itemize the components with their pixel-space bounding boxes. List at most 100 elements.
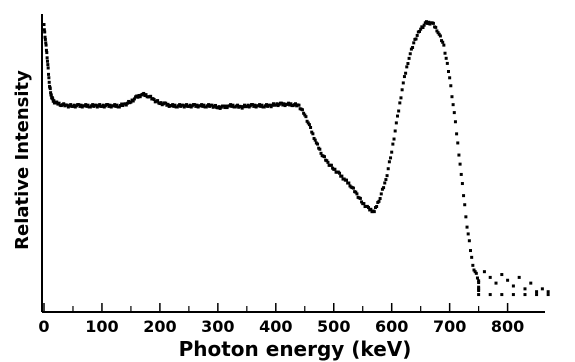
data-point <box>106 103 110 107</box>
data-point <box>473 270 477 274</box>
x-tick-label: 100 <box>85 317 118 336</box>
data-point <box>115 103 119 107</box>
data-point <box>113 103 117 107</box>
data-point <box>47 80 51 84</box>
data-point <box>46 63 50 67</box>
data-point <box>312 136 316 140</box>
data-point <box>166 102 170 106</box>
data-point <box>369 207 373 211</box>
data-point <box>214 103 218 107</box>
data-point <box>294 102 298 106</box>
data-point <box>455 132 459 136</box>
data-point <box>418 29 422 33</box>
data-point <box>477 289 481 292</box>
data-point <box>546 293 550 297</box>
data-point <box>79 103 83 107</box>
data-point <box>282 102 286 106</box>
data-point <box>44 43 48 47</box>
data-point <box>387 160 391 164</box>
data-point <box>474 271 478 275</box>
data-point <box>310 130 314 134</box>
data-point <box>144 93 148 97</box>
data-point <box>231 103 235 107</box>
data-point <box>200 103 204 107</box>
data-point <box>401 81 405 85</box>
data-point <box>164 101 168 105</box>
data-point <box>477 293 481 297</box>
data-point <box>344 178 348 182</box>
data-point <box>440 39 444 43</box>
data-point <box>178 103 182 107</box>
data-point <box>464 215 468 219</box>
data-points <box>42 20 550 297</box>
data-point <box>404 71 408 75</box>
data-point <box>477 279 481 283</box>
data-point <box>385 174 389 178</box>
data-point <box>326 160 330 164</box>
data-point <box>171 103 175 107</box>
data-point <box>49 93 53 97</box>
data-point <box>62 102 66 106</box>
data-point <box>523 293 527 297</box>
data-point <box>459 172 463 176</box>
data-point <box>407 56 411 60</box>
data-point <box>239 105 243 109</box>
data-point <box>44 48 48 52</box>
data-point <box>129 100 133 104</box>
data-point <box>224 104 228 108</box>
data-point <box>500 293 504 297</box>
data-point <box>120 102 124 106</box>
data-point <box>441 40 445 44</box>
data-point <box>393 129 397 133</box>
data-point <box>424 20 428 24</box>
data-point <box>535 293 539 297</box>
data-point <box>313 138 317 142</box>
data-point <box>275 102 279 106</box>
data-point <box>389 156 393 160</box>
data-point <box>511 284 515 288</box>
data-point <box>132 97 136 101</box>
data-point <box>488 275 492 279</box>
data-point <box>434 25 438 29</box>
data-point <box>494 281 498 285</box>
data-point <box>444 56 448 60</box>
data-point <box>383 181 387 185</box>
data-point <box>354 190 358 194</box>
data-point <box>152 97 156 101</box>
data-point <box>408 52 412 56</box>
x-axis-title: Photon energy (keV) <box>179 337 412 361</box>
x-axis-ticks: 0 100 200 300 400 500 600 700 800 <box>38 303 524 336</box>
data-point <box>395 114 399 118</box>
data-point <box>47 72 51 76</box>
data-point <box>306 121 310 125</box>
data-point <box>260 103 264 107</box>
data-point <box>304 115 308 119</box>
data-point <box>287 101 291 105</box>
data-point <box>451 103 455 107</box>
data-point <box>136 95 140 99</box>
data-point <box>392 137 396 141</box>
data-point <box>422 23 426 27</box>
data-point <box>472 268 476 272</box>
data-point <box>382 186 386 190</box>
data-point <box>445 61 449 65</box>
data-point <box>453 120 457 124</box>
data-point <box>465 225 469 229</box>
data-point <box>98 103 102 107</box>
data-point <box>173 103 177 107</box>
data-point <box>55 100 59 104</box>
data-point <box>251 103 255 107</box>
data-point <box>124 103 128 107</box>
data-point <box>421 25 425 29</box>
data-point <box>42 28 46 32</box>
data-point <box>463 203 467 207</box>
data-point <box>351 186 355 190</box>
data-point <box>362 202 366 206</box>
data-point <box>360 200 364 204</box>
data-point <box>309 125 313 129</box>
data-point <box>411 45 415 49</box>
y-axis-title: Relative Intensity <box>12 70 33 250</box>
data-point <box>419 27 423 31</box>
data-point <box>84 103 88 107</box>
